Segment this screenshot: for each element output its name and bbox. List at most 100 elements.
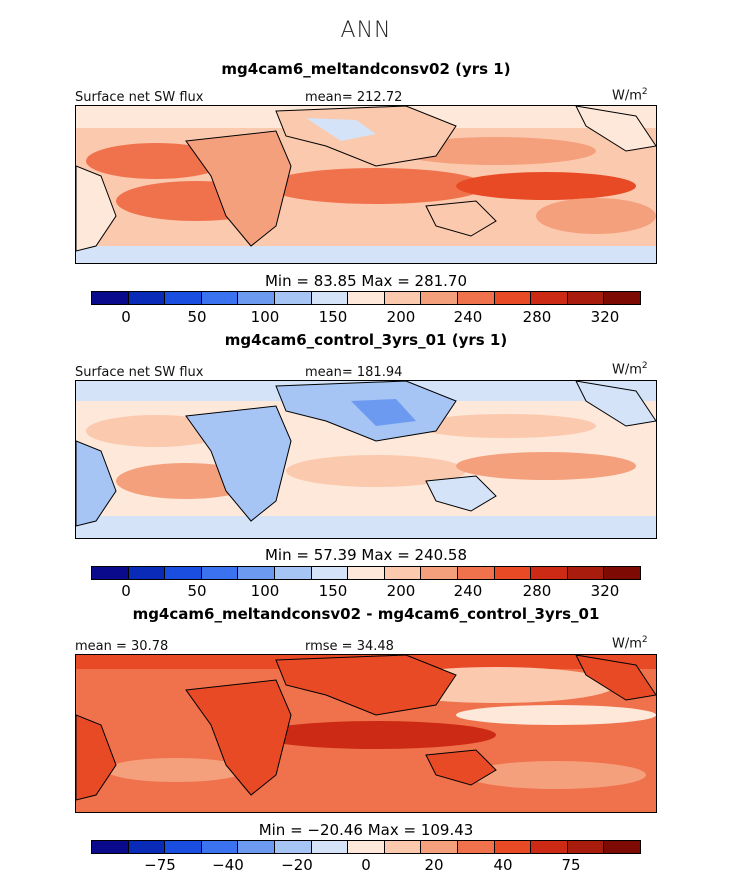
p3-tick: 75	[561, 856, 581, 874]
panel-3-title: mg4cam6_meltandconsv02 - mg4cam6_control…	[132, 605, 600, 623]
p2-blob-indian	[286, 455, 466, 487]
panel-3-colorbar	[91, 840, 641, 854]
p3-cbar-swatch	[128, 841, 166, 853]
p1-tick: 240	[453, 308, 483, 326]
p1-tick: 320	[590, 308, 620, 326]
p2-cbar-swatch	[384, 567, 422, 579]
panel-2-map-svg	[76, 381, 656, 538]
p3-blob-atl-s	[106, 758, 246, 782]
p1-tick: 0	[121, 308, 131, 326]
p3-cbar-swatch	[201, 841, 239, 853]
panel-3-mean-label: mean = 30.78	[75, 639, 169, 654]
panel-2-variable-label: Surface net SW flux	[75, 365, 204, 380]
p3-cbar-swatch	[238, 841, 275, 853]
panel-1-variable-label: Surface net SW flux	[75, 90, 204, 105]
p2-cbar-swatch	[567, 567, 605, 579]
p1-australia	[425, 200, 497, 237]
p1-tick: 50	[187, 308, 207, 326]
p3-tick: 20	[424, 856, 444, 874]
p1-cbar-swatch	[531, 292, 568, 304]
p2-tick: 200	[386, 582, 416, 600]
p3-cbar-swatch	[311, 841, 349, 853]
p2-americas-s	[76, 440, 117, 527]
panel-3-rmse-label: rmse = 34.48	[305, 639, 394, 654]
p2-cbar-swatch	[604, 567, 640, 579]
p1-cbar-swatch	[165, 292, 202, 304]
panel-2-title: mg4cam6_control_3yrs_01 (yrs 1)	[224, 331, 508, 349]
p3-cbar-swatch	[531, 841, 568, 853]
p1-cbar-swatch	[311, 292, 349, 304]
p2-blob-pacific	[456, 452, 636, 480]
p1-tick: 100	[250, 308, 280, 326]
season-title: ANN	[340, 18, 392, 43]
p1-blob-pacific-s	[536, 198, 656, 234]
p3-tick: −20	[281, 856, 313, 874]
p2-cbar-swatch	[421, 567, 458, 579]
p1-tick: 150	[318, 308, 348, 326]
p3-cbar-swatch	[165, 841, 202, 853]
p2-cbar-swatch	[238, 567, 275, 579]
p2-africa	[185, 405, 292, 522]
p1-blob-pacific	[456, 172, 636, 200]
panel-2-mean-label: mean= 181.94	[305, 365, 403, 380]
p1-blob-indian	[266, 168, 486, 204]
p2-cbar-swatch	[201, 567, 239, 579]
p3-australia	[425, 749, 497, 786]
p2-tick: 0	[121, 582, 131, 600]
p2-tick: 100	[250, 582, 280, 600]
p2-tick: 150	[318, 582, 348, 600]
p2-cbar-swatch	[348, 567, 385, 579]
panel-1-map-svg	[76, 106, 656, 263]
panel-3-units: W/m2	[612, 635, 648, 652]
p3-cbar-swatch	[604, 841, 640, 853]
panel-2-units: W/m2	[612, 361, 648, 378]
p3-blob-pacific-eq	[456, 705, 656, 725]
panel-1-mean-label: mean= 212.72	[305, 90, 403, 105]
p1-americas-s	[76, 165, 117, 252]
p1-cbar-swatch	[238, 292, 275, 304]
p3-blob-indian	[256, 721, 496, 749]
p3-cbar-swatch	[457, 841, 495, 853]
p2-cbar-swatch	[274, 567, 312, 579]
p2-cbar-swatch	[457, 567, 495, 579]
p2-high-lat-south	[76, 516, 656, 538]
p3-cbar-swatch	[348, 841, 385, 853]
p3-blob-pacific-s	[466, 761, 646, 789]
p1-cbar-swatch	[421, 292, 458, 304]
panel-3-stats: Min = −20.46 Max = 109.43	[258, 821, 474, 839]
p3-cbar-swatch	[421, 841, 458, 853]
panel-3-map	[75, 654, 657, 813]
p2-cbar-swatch	[128, 567, 166, 579]
p3-tick: −75	[144, 856, 176, 874]
p1-cbar-swatch	[457, 292, 495, 304]
p2-blob-pacific-n	[416, 414, 596, 438]
p2-tick: 50	[187, 582, 207, 600]
p1-cbar-swatch	[384, 292, 422, 304]
p1-eurasia-blue	[306, 118, 376, 141]
p3-americas-s	[76, 714, 117, 801]
p1-cbar-swatch	[92, 292, 129, 304]
p1-cbar-swatch	[128, 292, 166, 304]
p2-tick: 320	[590, 582, 620, 600]
p3-eurasia	[275, 655, 457, 716]
p2-eurasia-deep	[351, 399, 416, 426]
p2-cbar-swatch	[311, 567, 349, 579]
p2-cbar-swatch	[494, 567, 532, 579]
p2-australia	[425, 475, 497, 512]
panel-1-colorbar	[91, 291, 641, 305]
panel-2-colorbar	[91, 566, 641, 580]
p1-tick: 280	[522, 308, 552, 326]
p1-blob-pacific-n	[396, 137, 596, 165]
panel-2-stats: Min = 57.39 Max = 240.58	[264, 546, 468, 564]
p1-cbar-swatch	[567, 292, 605, 304]
panel-1-units: W/m2	[612, 87, 648, 104]
p3-tick: 0	[361, 856, 371, 874]
p2-cbar-swatch	[165, 567, 202, 579]
p3-americas-n	[575, 655, 656, 701]
p2-tick: 280	[522, 582, 552, 600]
p1-cbar-swatch	[494, 292, 532, 304]
p3-cbar-swatch	[567, 841, 605, 853]
p2-cbar-swatch	[531, 567, 568, 579]
panel-3-map-svg	[76, 655, 656, 812]
p1-high-lat-south	[76, 246, 656, 263]
